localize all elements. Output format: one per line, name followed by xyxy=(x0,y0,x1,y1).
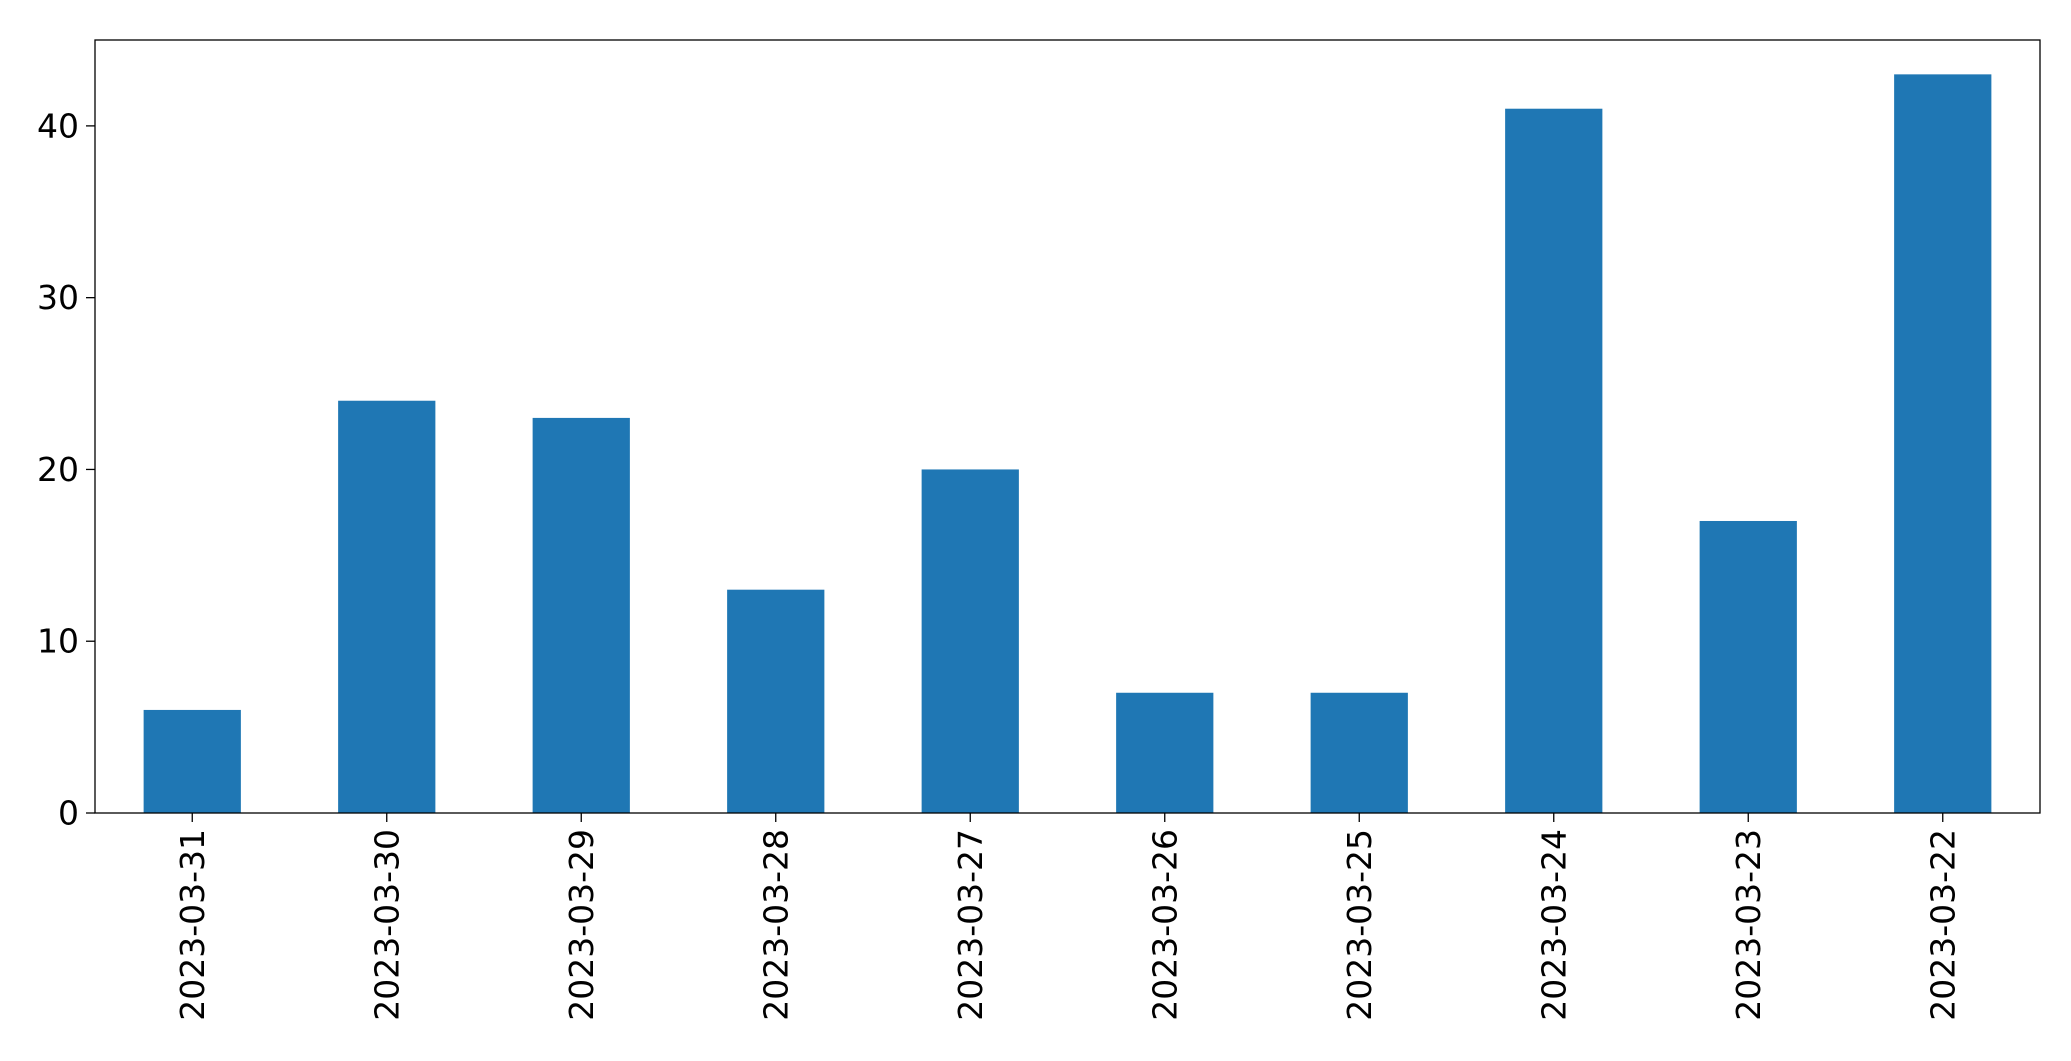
bar-2023-03-31 xyxy=(143,709,241,813)
x-tick-label: 2023-03-25 xyxy=(1340,829,1379,1021)
x-tick-label: 2023-03-30 xyxy=(367,829,406,1021)
bars-group xyxy=(143,74,1992,814)
bar-2023-03-27 xyxy=(921,469,1019,813)
x-tick-label: 2023-03-24 xyxy=(1534,829,1573,1021)
bar-2023-03-25 xyxy=(1310,692,1408,813)
x-tick-label: 2023-03-26 xyxy=(1145,829,1184,1021)
x-tick-label: 2023-03-22 xyxy=(1923,829,1962,1021)
plot-frame xyxy=(94,39,2041,814)
y-tick-label: 20 xyxy=(37,450,79,489)
y-tick-label: 0 xyxy=(58,794,79,833)
x-tick-label: 2023-03-23 xyxy=(1729,829,1768,1021)
y-tick-label: 30 xyxy=(37,278,79,317)
x-axis: 2023-03-31 2023-03-30 2023-03-29 2023-03-28… xyxy=(173,813,1962,1021)
x-tick-label: 2023-03-31 xyxy=(173,829,212,1021)
y-axis: 0 10 20 30 40 xyxy=(37,106,95,833)
x-tick-label: 2023-03-28 xyxy=(756,829,795,1021)
bar-2023-03-26 xyxy=(1116,692,1214,813)
bar-2023-03-28 xyxy=(727,589,825,813)
bar-2023-03-29 xyxy=(532,417,630,813)
bar-2023-03-23 xyxy=(1699,520,1797,813)
x-tick-label: 2023-03-27 xyxy=(951,829,990,1021)
x-tick-label: 2023-03-29 xyxy=(562,829,601,1021)
bar-2023-03-24 xyxy=(1505,108,1603,813)
y-tick-label: 40 xyxy=(37,106,79,145)
bar-2023-03-30 xyxy=(338,400,436,813)
bar-2023-03-22 xyxy=(1894,74,1992,814)
y-tick-label: 10 xyxy=(37,622,79,661)
